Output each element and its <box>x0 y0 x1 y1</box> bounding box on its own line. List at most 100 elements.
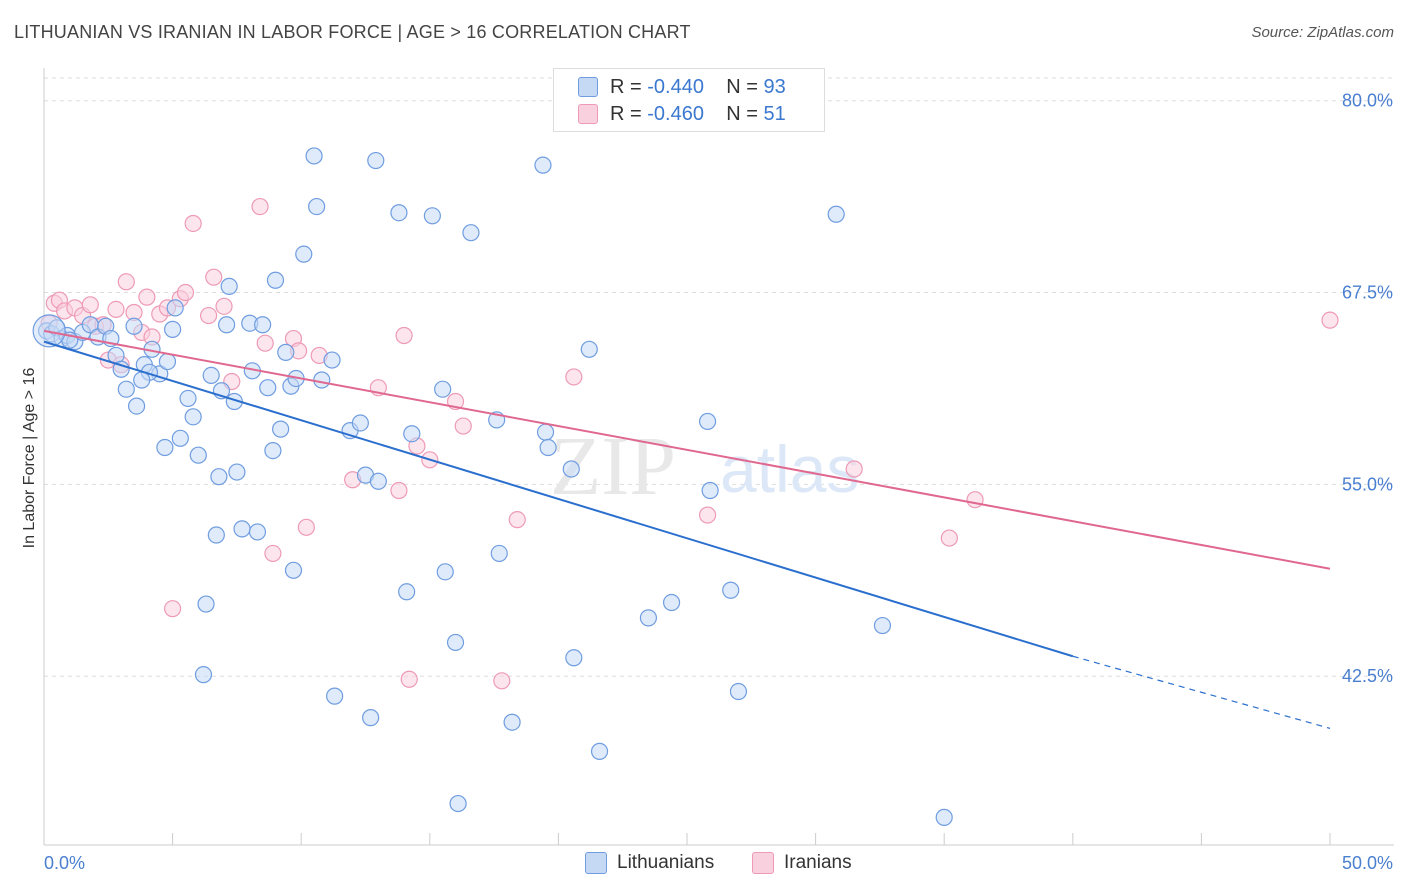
legend-n-value-2: 51 <box>763 102 786 125</box>
lithuanians-point-84 <box>873 616 892 635</box>
iranians-point-48 <box>940 529 958 547</box>
x-tick-label-1: 50.0% <box>1342 853 1393 873</box>
lithuanians-point-61 <box>423 207 441 225</box>
iranians-point-10 <box>107 300 125 319</box>
lithuanians-point-78 <box>662 593 681 612</box>
bottom-legend-lithuanians: Lithuanians <box>585 852 714 874</box>
y-axis-label: In Labor Force | Age > 16 <box>21 368 38 549</box>
lithuanians-point-75 <box>580 340 598 358</box>
lithuanians-point-51 <box>326 687 344 705</box>
lithuanians-point-18 <box>166 299 184 317</box>
lithuanians-point-53 <box>351 414 369 432</box>
iranians-point-23 <box>200 306 218 325</box>
lithuanians-point-77 <box>639 609 658 627</box>
tick-labels: 42.5% 55.0% 67.5% 80.0% 0.0% 50.0% <box>44 91 1393 873</box>
trend-lines <box>43 329 1331 729</box>
lithuanians-point-19 <box>171 429 189 447</box>
legend-n-value-1: 93 <box>763 75 786 98</box>
iranians-trend-line <box>43 329 1331 570</box>
bottom-legend-label-1: Lithuanians <box>617 852 715 873</box>
lithuanians-point-63 <box>436 563 454 581</box>
iranians-point-21 <box>176 283 195 302</box>
bottom-swatch-pink <box>752 852 774 874</box>
bottom-legend-iranians: Iranians <box>752 852 852 874</box>
x-tick-label-0: 0.0% <box>44 853 85 873</box>
legend-r-label-2: R = <box>610 102 648 125</box>
iranians-point-49 <box>966 491 984 509</box>
lithuanians-point-39 <box>264 441 282 460</box>
lithuanians-point-33 <box>233 520 251 538</box>
iranians-points <box>40 197 1339 690</box>
lithuanians-point-27 <box>207 526 225 544</box>
lithuanians-point-71 <box>536 423 555 441</box>
lithuanians-point-72 <box>539 438 557 457</box>
lithuanians-point-74 <box>565 649 583 667</box>
legend-row-lithuanians: R = -0.440 N = 93 <box>578 75 786 99</box>
lithuanians-points <box>32 147 953 826</box>
lithuanians-point-11 <box>112 360 130 378</box>
lithuanians-point-40 <box>266 271 285 289</box>
lithuanians-point-79 <box>698 412 717 431</box>
y-tick-label-0: 42.5% <box>1342 666 1393 686</box>
lithuanians-point-42 <box>277 343 295 361</box>
lithuanians-point-76 <box>590 742 609 760</box>
lithuanians-point-66 <box>462 224 480 242</box>
iranians-point-28 <box>256 334 274 352</box>
lithuanians-trend-extension <box>1072 655 1331 729</box>
iranians-point-37 <box>395 326 413 345</box>
chart-source: Source: ZipAtlas.com <box>1251 24 1394 41</box>
axes <box>43 68 1394 846</box>
chart-title: LITHUANIAN VS IRANIAN IN LABOR FORCE | A… <box>14 22 691 42</box>
iranians-point-50 <box>1321 311 1339 329</box>
iranians-point-42 <box>454 417 472 435</box>
lithuanians-point-44 <box>284 561 303 579</box>
lithuanians-point-24 <box>197 595 215 613</box>
lithuanians-point-41 <box>272 420 290 438</box>
y-tick-label-3: 80.0% <box>1342 91 1393 111</box>
lithuanians-point-56 <box>367 151 385 170</box>
lithuanians-point-62 <box>434 380 452 398</box>
lithuanians-point-21 <box>179 389 197 408</box>
lithuanians-point-48 <box>308 197 326 216</box>
bottom-swatch-blue <box>585 852 607 874</box>
iranians-point-38 <box>400 670 418 688</box>
lithuanians-point-58 <box>390 204 408 222</box>
lithuanians-point-36 <box>248 523 267 541</box>
lithuanians-point-82 <box>729 682 748 701</box>
iranians-point-6 <box>81 296 99 314</box>
lithuanians-point-47 <box>305 147 323 165</box>
iranians-point-12 <box>117 273 135 291</box>
lithuanians-point-83 <box>827 205 845 223</box>
iranians-point-15 <box>138 288 156 306</box>
lithuanians-point-91 <box>210 468 228 486</box>
iranians-point-24 <box>205 268 223 286</box>
lithuanians-point-73 <box>562 460 580 478</box>
iranians-point-46 <box>698 506 717 524</box>
y-tick-label-1: 55.0% <box>1342 474 1393 494</box>
lithuanians-point-49 <box>313 371 331 389</box>
lithuanians-point-25 <box>194 666 213 684</box>
lithuanians-point-26 <box>202 366 220 384</box>
legend-r-label-1: R = <box>610 75 648 98</box>
lithuanians-point-81 <box>722 581 740 599</box>
lithuanians-point-30 <box>220 277 238 295</box>
legend-row-iranians: R = -0.460 N = 51 <box>578 102 786 126</box>
correlation-legend: R = -0.440 N = 93 R = -0.460 N = 51 <box>553 68 825 132</box>
legend-r-value-1: -0.440 <box>647 75 704 98</box>
iranians-point-22 <box>184 214 202 233</box>
iranians-point-47 <box>845 460 863 478</box>
lithuanians-point-13 <box>127 397 146 415</box>
legend-n-label-1: N = <box>726 75 764 98</box>
iranians-point-25 <box>215 297 233 315</box>
legend-n-label-2: N = <box>726 102 764 125</box>
lithuanians-point-55 <box>362 709 380 727</box>
lithuanians-point-64 <box>446 633 465 652</box>
lithuanians-point-17 <box>158 352 177 371</box>
lithuanians-point-60 <box>403 425 421 443</box>
iranians-point-45 <box>565 368 583 386</box>
lithuanians-point-87 <box>125 317 143 335</box>
lithuanians-point-65 <box>449 794 467 813</box>
lithuanians-point-20 <box>156 438 174 457</box>
y-tick-label-2: 67.5% <box>1342 283 1393 303</box>
